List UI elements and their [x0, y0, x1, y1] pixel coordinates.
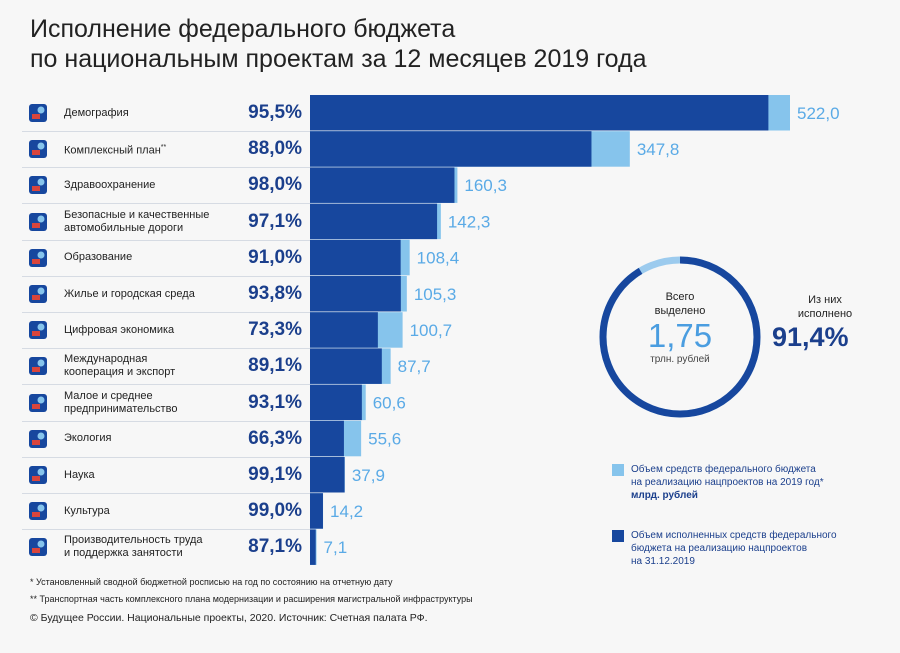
road-icon	[28, 139, 48, 159]
executed-bar	[310, 276, 401, 312]
donut-label: Всего выделено 1,75 трлн. рублей	[597, 254, 763, 420]
total-label: Всего выделено	[654, 291, 706, 317]
executed-bar	[310, 457, 345, 493]
execution-percent: 87,1%	[248, 536, 302, 558]
total-value: 1,75	[647, 317, 713, 354]
category-label: Малое и среднее предпринимательство	[64, 389, 178, 415]
executed-value: 91,4%	[772, 322, 849, 352]
bar-value-label: 60,6	[373, 393, 406, 412]
city-road-icon	[28, 212, 48, 232]
execution-percent: 93,1%	[248, 391, 302, 413]
executed-bar	[310, 95, 769, 131]
execution-percent: 99,0%	[248, 500, 302, 522]
category-label: Экология	[64, 432, 112, 445]
family-icon	[28, 103, 48, 123]
growth-arrow-icon	[28, 537, 48, 557]
category-row: Здравоохранение 98,0%	[22, 167, 310, 205]
executed-bar	[310, 131, 592, 167]
bar-value-label: 55,6	[368, 430, 401, 449]
bar-value-label: 100,7	[410, 321, 453, 340]
execution-percent: 66,3%	[248, 427, 302, 449]
bar-value-label: 37,9	[352, 466, 385, 485]
execution-percent: 98,0%	[248, 174, 302, 196]
legend-swatch-light	[612, 464, 624, 476]
execution-percent: 93,8%	[248, 283, 302, 304]
digital-icon	[28, 320, 48, 340]
category-row: Международная кооперация и экспорт 89,1%	[22, 348, 310, 386]
title-line-2: по национальным проектам за 12 месяцев 2…	[30, 45, 647, 73]
executed-bar	[310, 203, 438, 240]
category-row: Наука 99,1%	[22, 457, 310, 494]
category-row: Экология 66,3%	[22, 421, 310, 458]
category-label: Цифровая экономика	[64, 323, 175, 336]
total-unit: трлн. рублей	[650, 354, 710, 365]
bar-value-label: 347,8	[637, 140, 680, 159]
book-icon	[28, 248, 48, 268]
category-row: Демография 95,5%	[22, 95, 310, 132]
legend-swatch-dark	[612, 530, 624, 542]
executed-bar	[310, 312, 378, 348]
executed-bar	[310, 384, 362, 421]
leaf-icon	[28, 429, 48, 449]
executed-bar	[310, 493, 323, 529]
title-line-1: Исполнение федерального бюджета	[30, 15, 456, 43]
footnote-mark: **	[160, 143, 167, 151]
category-row: Образование 91,0%	[22, 240, 310, 277]
category-row: Производительность труда и поддержка заня…	[22, 529, 310, 565]
category-label: Демография	[64, 106, 129, 119]
footnote-1: * Установленный сводной бюджетной роспис…	[30, 577, 393, 587]
category-label: Жилье и городская среда	[64, 287, 195, 300]
rocket-icon	[28, 393, 48, 413]
footnote-2: ** Транспортная часть комплексного плана…	[30, 594, 473, 604]
donut-executed-arc	[599, 256, 761, 418]
category-row: Цифровая экономика 73,3%	[22, 312, 310, 350]
house-icon	[28, 284, 48, 304]
execution-percent: 91,0%	[248, 246, 302, 268]
category-row: Малое и среднее предпринимательство 93,1%	[22, 385, 310, 422]
executed-label: Из них исполнено	[797, 294, 853, 320]
execution-percent: 95,5%	[248, 102, 302, 123]
legend-executed-text: Объем исполненных средств федерального бю…	[631, 530, 837, 567]
category-label: Образование	[64, 251, 133, 264]
legend-unit: млрд. рублей	[631, 490, 698, 501]
category-row: Безопасные и качественные автомобильные д…	[22, 204, 310, 241]
category-label: Комплексный план**	[64, 143, 167, 157]
bar-value-label: 160,3	[464, 176, 507, 195]
chart-title: Исполнение федерального бюджета по нацио…	[30, 14, 647, 74]
executed-bar	[310, 529, 316, 565]
category-label: Культура	[64, 504, 110, 517]
globe-icon	[28, 356, 48, 376]
bar-value-label: 7,1	[324, 538, 348, 557]
category-label: Здравоохранение	[64, 178, 156, 191]
execution-percent: 73,3%	[248, 319, 302, 341]
executed-bar	[310, 167, 455, 203]
executed-bar	[310, 239, 401, 276]
category-row: Культура 99,0%	[22, 493, 310, 531]
category-row: Жилье и городская среда 93,8%	[22, 276, 310, 313]
bar-value-label: 105,3	[414, 285, 457, 304]
legend-allocated-text: Объем средств федерального бюджета на реа…	[631, 464, 824, 488]
bar-value-label: 87,7	[398, 357, 431, 376]
atom-icon	[28, 465, 48, 485]
execution-percent: 97,1%	[248, 210, 302, 232]
execution-percent: 99,1%	[248, 464, 302, 485]
bar-value-label: 108,4	[417, 249, 460, 268]
execution-percent: 89,1%	[248, 355, 302, 377]
executed-bar	[310, 420, 344, 457]
total-donut	[599, 256, 761, 418]
medical-cross-icon	[28, 175, 48, 195]
bar-value-label: 14,2	[330, 502, 363, 521]
executed-bar	[310, 348, 382, 384]
category-label: Производительность труда и поддержка заня…	[64, 534, 203, 560]
source-note: © Будущее России. Национальные проекты, …	[30, 612, 428, 624]
category-label: Наука	[64, 468, 95, 481]
theater-icon	[28, 501, 48, 521]
category-label: Международная кооперация и экспорт	[64, 353, 176, 379]
bar-value-label: 142,3	[448, 212, 491, 231]
category-label: Безопасные и качественные автомобильные д…	[64, 208, 210, 234]
category-row: Комплексный план** 88,0%	[22, 131, 310, 169]
execution-percent: 88,0%	[248, 138, 302, 160]
bar-value-label: 522,0	[797, 104, 840, 123]
